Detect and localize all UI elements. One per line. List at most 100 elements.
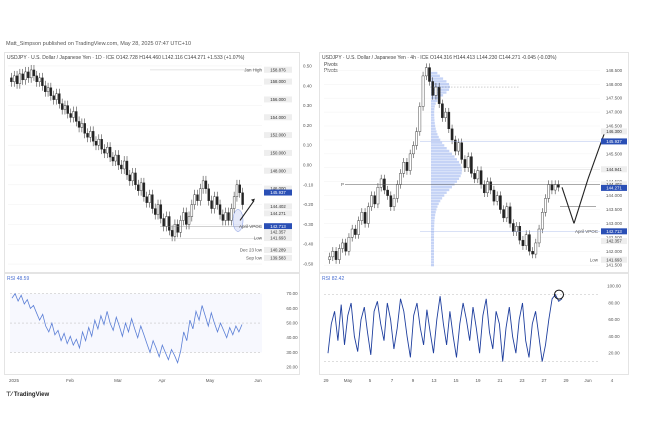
left-candle-body — [122, 160, 126, 170]
left-rsi-y-tick: 30.00 — [286, 350, 298, 355]
right-candle-body — [347, 237, 351, 252]
left-y-tick-label: 0.40 — [303, 83, 312, 88]
right-candle-body — [415, 131, 418, 146]
right-candle-body — [344, 242, 348, 252]
right-rsi-panel[interactable] — [319, 273, 629, 375]
right-candle-body — [547, 184, 551, 199]
right-candle-body — [428, 67, 431, 82]
right-candle-body — [412, 145, 415, 155]
right-price-panel[interactable] — [319, 52, 629, 273]
right-candle-body — [557, 184, 560, 188]
left-price-tag-bg — [264, 132, 292, 139]
right-volume-profile-bar — [431, 141, 443, 144]
right-x-tick-label: 27 — [541, 378, 547, 383]
left-y-tick-label: 0.50 — [303, 63, 312, 68]
tradingview-logo: ⊤⁄ TradingView — [6, 391, 49, 398]
right-candle-body — [350, 228, 354, 238]
left-rsi-line — [11, 292, 243, 364]
left-candle-body — [125, 160, 129, 176]
right-y-tick-label: 147.000 — [606, 110, 623, 115]
right-candle-body — [444, 111, 447, 118]
right-volume-profile-bar — [431, 174, 461, 178]
left-candle-body — [89, 131, 92, 138]
right-volume-profile-bar — [431, 222, 435, 225]
right-x-tick-label: May — [344, 378, 353, 383]
right-x-tick-label: 4 — [611, 378, 614, 383]
left-price-tag-bg — [264, 203, 292, 210]
right-volume-profile-bar — [431, 249, 435, 253]
right-candle-body — [470, 156, 473, 174]
left-candle-body — [137, 184, 140, 191]
right-volume-profile-bar — [431, 219, 435, 222]
right-candle-body — [531, 251, 534, 255]
right-x-tick-label: 7 — [391, 378, 394, 383]
left-price-label-text: April VPOC — [239, 224, 263, 229]
right-candle-body — [389, 195, 393, 207]
left-candle-body — [218, 204, 222, 215]
right-volume-profile-bar — [431, 261, 435, 264]
right-x-tick-label: 21 — [497, 378, 503, 383]
right-price-tag-bg — [601, 184, 627, 191]
left-x-tick-label: May — [206, 378, 215, 383]
left-candle-body — [91, 131, 95, 142]
right-candle-body — [544, 198, 547, 213]
left-price-tag-bg — [264, 235, 292, 242]
right-price-tag-bg — [601, 181, 627, 188]
right-candle-body — [460, 142, 464, 160]
right-candle-body — [441, 103, 444, 118]
left-candle-body — [168, 216, 171, 231]
right-volume-profile-bar — [431, 124, 436, 128]
right-volume-profile-bar — [431, 74, 440, 78]
right-price-tag-bg — [601, 166, 627, 173]
right-candle-body — [528, 234, 531, 252]
right-x-tick-label: 5 — [369, 378, 372, 383]
right-candle-body — [402, 162, 406, 174]
left-candle-body — [210, 200, 213, 209]
left-x-tick-label: 2025 — [9, 378, 20, 383]
right-volume-profile-bar — [431, 135, 439, 139]
right-volume-profile-bar — [431, 160, 460, 164]
left-price-tag: 139.583 — [270, 255, 286, 260]
right-legend-pivots-1: Pivots — [324, 62, 338, 68]
right-volume-profile-bar — [431, 105, 435, 108]
right-candle-body — [550, 184, 554, 191]
left-price-tag-bg — [264, 246, 292, 253]
right-volume-profile-bar — [431, 82, 450, 86]
left-candle-body — [94, 141, 98, 146]
left-y-tick-label: 0.20 — [303, 123, 312, 128]
left-candle-body — [35, 75, 38, 83]
right-candle-body — [392, 198, 396, 207]
right-candle-body — [331, 251, 335, 258]
right-volume-profile-bar — [431, 216, 435, 219]
right-x-tick-label: 29 — [563, 378, 569, 383]
right-volume-profile-bar — [431, 180, 457, 183]
right-candle-body — [373, 195, 377, 205]
right-candle-body — [508, 206, 512, 224]
right-candle-body — [421, 75, 425, 107]
left-chart-title: USDJPY · U.S. Dollar / Japanese Yen · 1D… — [7, 55, 245, 61]
right-x-tick-label: 23 — [519, 378, 525, 383]
left-candle-body — [199, 188, 202, 201]
left-forecast-arrow-up — [239, 200, 255, 221]
right-volume-profile-bar — [431, 121, 435, 125]
left-candle-body — [156, 204, 160, 215]
right-candle-body — [450, 128, 454, 141]
left-price-tag: 148.000 — [270, 168, 286, 173]
right-candle-body — [399, 173, 402, 185]
left-candle-body — [106, 146, 109, 154]
left-rsi-panel[interactable] — [4, 273, 300, 375]
left-candle-body — [80, 123, 84, 128]
tradingview-logo-icon: ⊤⁄ — [6, 392, 14, 398]
right-volume-profile-bar — [431, 149, 450, 153]
left-price-tag-bg — [264, 167, 292, 174]
left-price-panel[interactable] — [4, 52, 300, 273]
left-candle-body — [41, 77, 44, 86]
right-volume-profile-bar — [431, 152, 452, 155]
right-volume-profile-bar — [431, 166, 462, 169]
right-candle-body — [379, 178, 383, 188]
left-candle-body — [238, 184, 241, 193]
right-price-tag-bg — [601, 228, 627, 235]
left-candle-body — [114, 154, 117, 162]
right-rsi-y-tick: 40.00 — [608, 334, 620, 339]
